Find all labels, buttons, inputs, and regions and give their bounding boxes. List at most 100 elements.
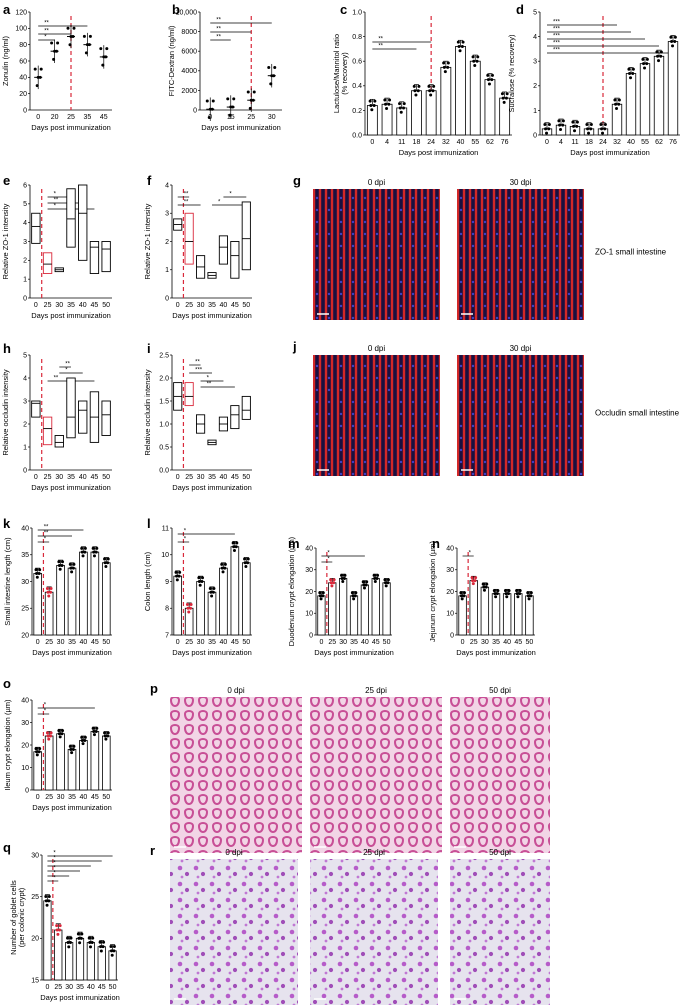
y-tick-label: 1 [165, 267, 169, 274]
data-point [90, 941, 94, 944]
data-point [341, 579, 345, 583]
y-axis-label: FITC-Dextran (ng/ml) [167, 25, 176, 96]
data-point [330, 584, 334, 588]
x-tick-label: 25 [247, 114, 255, 121]
y-tick-label: 30 [305, 567, 313, 574]
data-point [473, 579, 477, 583]
bar [33, 751, 42, 791]
box [101, 400, 111, 436]
data-point [486, 73, 490, 77]
x-tick-label: 35 [67, 302, 75, 309]
data-point [617, 102, 621, 106]
data-point [58, 567, 62, 571]
micrograph-image [310, 697, 442, 853]
x-tick-label: 0 [36, 114, 40, 121]
x-tick-label: 40 [220, 302, 228, 309]
data-point [95, 546, 99, 550]
x-tick-label: 30 [55, 302, 63, 309]
data-point [246, 557, 250, 561]
data-point [442, 65, 446, 69]
data-point [494, 595, 498, 599]
bar [455, 46, 466, 136]
data-point [92, 550, 96, 554]
image-panel-g: g 0 dpi 30 dpi ZO-1 small intestine [293, 173, 667, 320]
y-tick-label: 0.6 [352, 59, 362, 66]
data-point [109, 949, 113, 953]
x-tick-label: 35 [208, 639, 216, 646]
data-point [270, 74, 274, 78]
data-point [329, 578, 333, 582]
data-point [103, 734, 107, 738]
data-point [673, 35, 677, 39]
data-point [91, 726, 95, 730]
y-tick-label: 20 [21, 632, 29, 639]
data-point [61, 560, 65, 564]
data-point [459, 591, 463, 595]
y-tick-label: 1.0 [352, 9, 362, 16]
box [184, 212, 194, 265]
data-point [83, 546, 87, 550]
y-axis-label: Relative ZO-1 intensity [1, 203, 10, 279]
x-tick-label: 35 [67, 474, 75, 481]
data-point [462, 591, 466, 595]
data-point [318, 594, 322, 598]
box [230, 241, 240, 279]
y-axis-label: Zonulin (ng/ml) [1, 35, 10, 86]
data-point [354, 591, 358, 595]
x-axis-label: Days post immunization [456, 648, 536, 657]
data-point [462, 594, 466, 598]
data-point [36, 75, 40, 79]
data-point [351, 594, 355, 598]
data-point [673, 40, 677, 44]
significance-stars: ** [216, 35, 221, 41]
data-point [76, 932, 80, 936]
data-point [92, 733, 96, 737]
x-axis-label: Days post immunization [570, 148, 650, 157]
data-point [475, 59, 479, 63]
x-tick-label: 24 [599, 139, 607, 146]
x-tick-label: 45 [231, 639, 239, 646]
data-point [49, 731, 53, 735]
data-point [220, 566, 224, 570]
data-point [600, 127, 604, 131]
y-tick-label: 40 [305, 545, 313, 552]
data-point [38, 568, 42, 572]
significance-stars: * [229, 192, 232, 198]
data-point [47, 894, 51, 898]
data-point [417, 84, 421, 88]
bar [75, 937, 85, 981]
data-point [645, 57, 649, 61]
data-point [387, 102, 391, 106]
data-point [69, 566, 73, 570]
bar [56, 565, 65, 636]
data-point [67, 945, 71, 949]
data-point [57, 563, 61, 567]
image-caption: ZO-1 small intestine [595, 248, 667, 257]
panel-label: l [147, 516, 151, 531]
data-point [496, 589, 500, 593]
data-point [428, 89, 432, 93]
data-point [94, 550, 98, 554]
x-tick-label: 25 [470, 639, 478, 646]
panel-label: i [147, 341, 151, 356]
data-point [269, 82, 273, 86]
image-title: 30 dpi [510, 178, 532, 187]
significance-stars: * [207, 376, 210, 382]
panel-label: g [293, 173, 301, 188]
significance-stars: *** [553, 41, 561, 47]
x-tick-label: 25 [45, 639, 53, 646]
micrograph-image [313, 355, 440, 476]
data-point [223, 566, 227, 570]
data-point [460, 597, 464, 601]
data-point [55, 924, 59, 928]
data-point [655, 50, 659, 54]
data-point [50, 41, 54, 45]
significance-stars: ** [378, 44, 383, 50]
significance-stars: * [54, 204, 57, 210]
significance-stars: ** [216, 27, 221, 33]
data-point [628, 72, 632, 75]
data-point [212, 586, 216, 590]
data-point [102, 55, 106, 59]
data-point [518, 592, 522, 596]
